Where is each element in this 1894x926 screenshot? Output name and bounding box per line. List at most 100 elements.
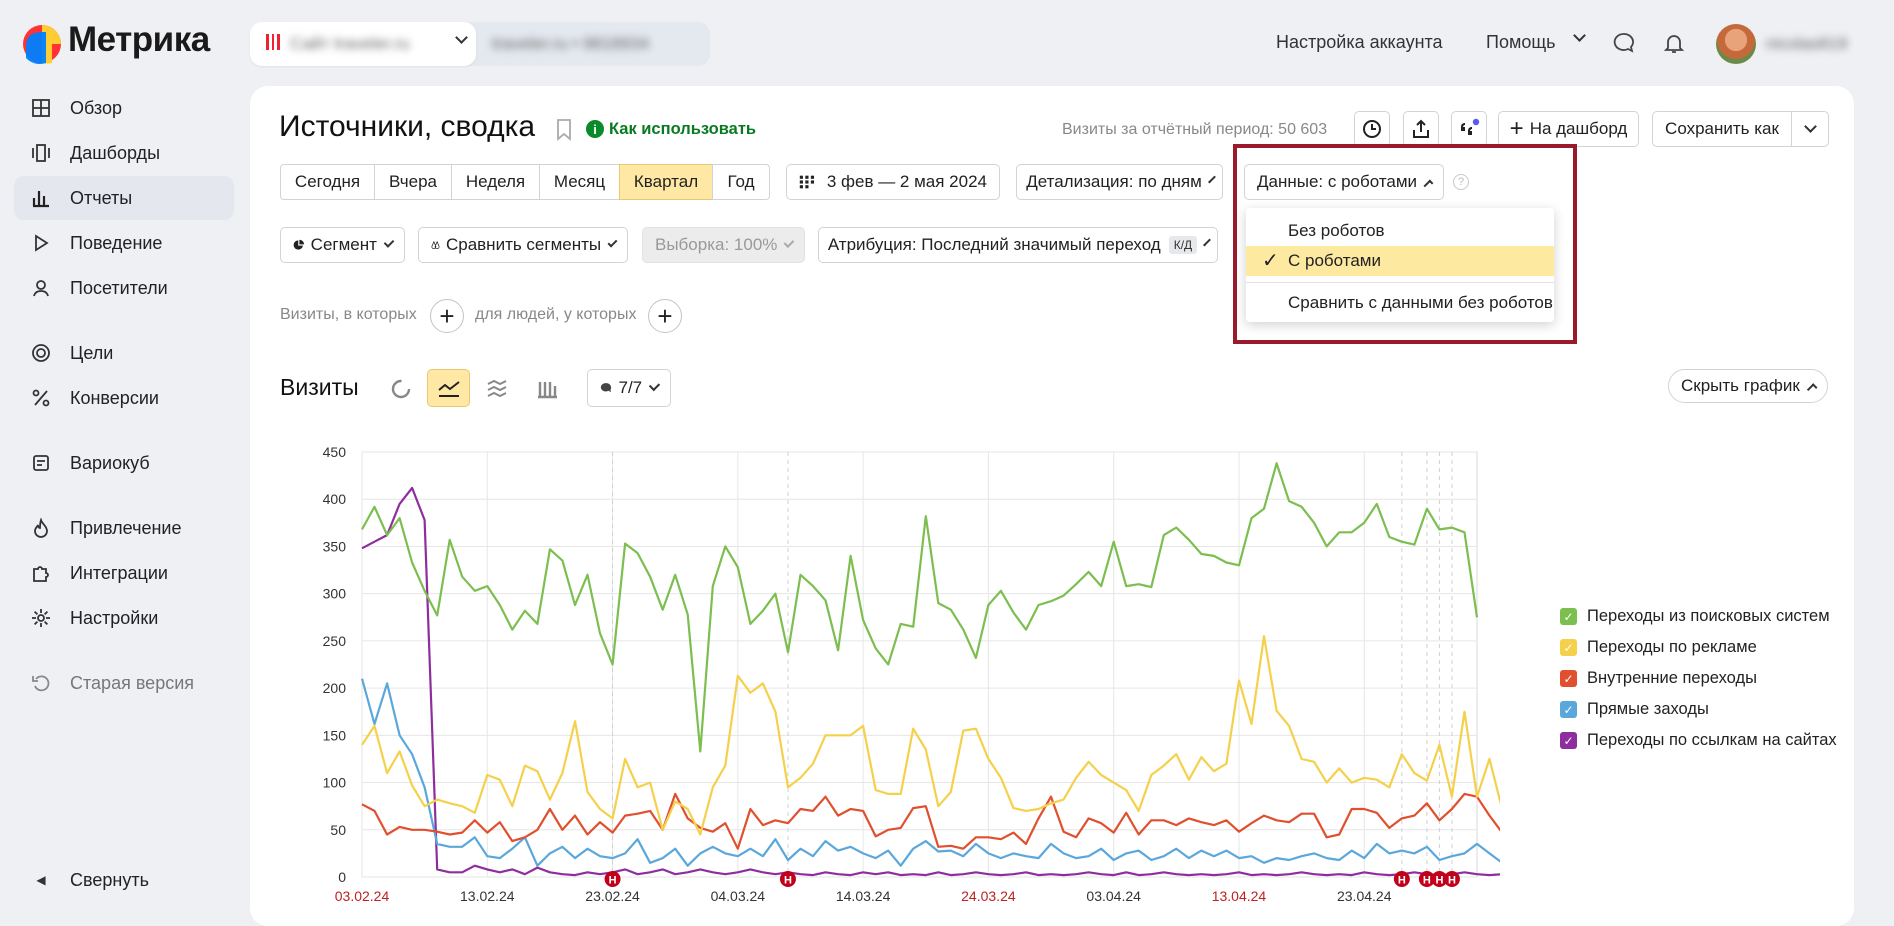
legend-item-internal[interactable]: ✓ Внутренние переходы xyxy=(1560,669,1757,688)
compare-segments-dropdown[interactable]: Сравнить сегменты xyxy=(418,227,628,263)
data-filter-dropdown[interactable]: Данные: с роботами xyxy=(1244,164,1444,200)
sidebar-item-overview[interactable]: Обзор xyxy=(14,86,234,130)
visits-line-chart[interactable]: 0 50 100 150 200 250 300 350 400 450 03.02.24 13.0… xyxy=(280,440,1500,908)
sample-dropdown: Выборка: 100% xyxy=(642,227,805,263)
metrika-logo-icon[interactable] xyxy=(22,24,62,64)
sidebar-item-settings[interactable]: Настройки xyxy=(14,596,234,640)
period-today[interactable]: Сегодня xyxy=(280,164,375,200)
sidebar-item-reports[interactable]: Отчеты xyxy=(14,176,234,220)
menu-item-label: С роботами xyxy=(1288,251,1381,270)
history-button[interactable] xyxy=(1354,111,1390,147)
period-week[interactable]: Неделя xyxy=(451,164,540,200)
sidebar-item-goals[interactable]: Цели xyxy=(14,331,234,375)
series-count-label: 7/7 xyxy=(618,378,643,397)
gear-icon xyxy=(30,607,52,629)
period-quarter[interactable]: Квартал xyxy=(619,164,713,200)
checkbox-icon: ✓ xyxy=(1560,670,1577,687)
account-settings-link[interactable]: Настройка аккаунта xyxy=(1276,32,1443,52)
add-visit-condition-button[interactable]: + xyxy=(430,299,464,333)
sidebar-item-label: Старая версия xyxy=(70,672,195,693)
date-range-label: 3 фев — 2 мая 2024 xyxy=(826,172,987,191)
segment-dropdown[interactable]: Сегмент xyxy=(280,227,405,263)
bookmark-icon[interactable] xyxy=(556,119,572,141)
chat-icon[interactable] xyxy=(1612,31,1636,55)
chevron-down-icon xyxy=(1203,238,1212,247)
help-icon[interactable]: ? xyxy=(1453,174,1469,190)
holiday-marker[interactable]: Н xyxy=(1443,871,1460,887)
export-button[interactable] xyxy=(1403,111,1439,147)
series-count-dropdown[interactable]: 7/7 xyxy=(587,369,671,407)
avatar[interactable] xyxy=(1716,24,1756,64)
compare-segments-label: Сравнить сегменты xyxy=(445,235,602,254)
menu-item-without-robots[interactable]: Без роботов xyxy=(1288,221,1385,240)
area-chart-type-icon[interactable] xyxy=(486,378,508,400)
help-link[interactable]: Помощь xyxy=(1486,32,1556,52)
menu-item-with-robots[interactable]: ✓ С роботами xyxy=(1246,246,1554,276)
period-yesterday[interactable]: Вчера xyxy=(374,164,452,200)
target-icon xyxy=(30,342,52,364)
clock-icon xyxy=(1363,120,1381,138)
data-filter-menu: Без роботов ✓ С роботами Сравнить с данн… xyxy=(1246,208,1554,322)
series-line[interactable] xyxy=(361,462,1479,753)
holiday-marker[interactable]: Н xyxy=(779,871,796,887)
sidebar-item-old-version[interactable]: Старая версия xyxy=(14,661,234,705)
y-tick-label: 200 xyxy=(323,680,347,696)
legend-item-search[interactable]: ✓ Переходы из поисковых систем xyxy=(1560,607,1830,626)
save-as-button[interactable]: Сохранить как xyxy=(1652,111,1792,147)
bell-icon[interactable] xyxy=(1662,31,1686,55)
checkbox-icon: ✓ xyxy=(1560,732,1577,749)
period-month[interactable]: Месяц xyxy=(539,164,620,200)
attribution-dropdown[interactable]: Атрибуция: Последний значимый переход К/… xyxy=(818,227,1218,263)
sidebar-item-integrations[interactable]: Интеграции xyxy=(14,551,234,595)
date-range-button[interactable]: 3 фев — 2 мая 2024 xyxy=(786,164,1000,200)
add-to-dashboard-button[interactable]: + На дашборд xyxy=(1498,111,1639,147)
legend-item-links[interactable]: ✓ Переходы по ссылкам на сайтах xyxy=(1560,731,1837,750)
user-name[interactable]: nicolas819 xyxy=(1766,34,1848,53)
save-as-menu-button[interactable] xyxy=(1791,111,1829,147)
sidebar-collapse-button[interactable]: ◀ Свернуть xyxy=(14,858,234,902)
series-line[interactable] xyxy=(361,792,1500,850)
holiday-marker[interactable]: Н xyxy=(1393,871,1410,887)
pie-chart-type-icon[interactable] xyxy=(390,378,412,400)
line-chart-type-button[interactable] xyxy=(427,369,470,407)
how-to-link[interactable]: Как использовать xyxy=(609,120,757,138)
legend-label: Переходы по рекламе xyxy=(1587,638,1757,656)
sidebar-item-visitors[interactable]: Посетители xyxy=(14,266,234,310)
hide-chart-button[interactable]: Скрыть график xyxy=(1668,369,1828,403)
chevron-down-icon xyxy=(1207,175,1216,184)
plus-icon: + xyxy=(657,301,673,331)
legend-item-ads[interactable]: ✓ Переходы по рекламе xyxy=(1560,638,1757,657)
series-line[interactable] xyxy=(361,635,1500,836)
sidebar-item-conversions[interactable]: Конверсии xyxy=(14,376,234,420)
logo-text[interactable]: Метрика xyxy=(68,20,210,59)
period-year[interactable]: Год xyxy=(712,164,770,200)
bar-chart-type-icon[interactable] xyxy=(536,378,558,400)
holiday-marker[interactable]: Н xyxy=(604,871,621,887)
series-line[interactable] xyxy=(361,486,1500,877)
chevron-down-icon xyxy=(383,237,395,248)
x-tick-label: 24.03.24 xyxy=(961,888,1016,904)
add-people-condition-button[interactable]: + xyxy=(648,299,682,333)
menu-item-compare[interactable]: Сравнить с данными без роботов xyxy=(1288,293,1553,312)
site-name[interactable]: Сайт traveler.ru xyxy=(290,34,410,53)
holiday-marker[interactable]: Н xyxy=(1418,871,1435,887)
site-selector[interactable] xyxy=(250,22,476,66)
series-line[interactable] xyxy=(360,678,1500,867)
holiday-marker-label: Н xyxy=(609,875,617,887)
pie-icon xyxy=(293,239,305,250)
sidebar-item-dashboards[interactable]: Дашборды xyxy=(14,131,234,175)
line-chart-icon xyxy=(437,381,460,397)
holiday-marker-dot xyxy=(1443,871,1460,887)
legend-item-direct[interactable]: ✓ Прямые заходы xyxy=(1560,700,1709,719)
info-icon[interactable]: i xyxy=(586,120,604,138)
sidebar-item-acquisition[interactable]: Привлечение xyxy=(14,506,234,550)
detail-dropdown[interactable]: Детализация: по дням xyxy=(1016,164,1223,200)
sidebar-item-behavior[interactable]: Поведение xyxy=(14,221,234,265)
sample-label: Выборка: 100% xyxy=(655,235,778,254)
holiday-marker-label: Н xyxy=(1448,875,1456,887)
percent-icon xyxy=(30,387,52,409)
help-chevron-icon[interactable] xyxy=(1573,29,1586,42)
ai-assistant-button[interactable] xyxy=(1451,111,1487,147)
holiday-marker[interactable]: Н xyxy=(1431,871,1448,887)
sidebar-item-variocube[interactable]: Вариокуб xyxy=(14,441,234,485)
